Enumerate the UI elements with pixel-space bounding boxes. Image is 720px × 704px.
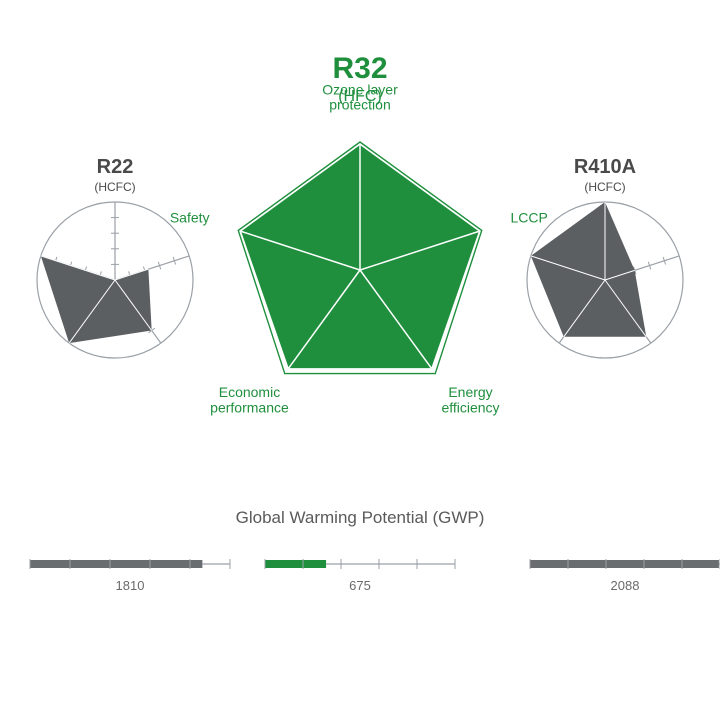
center-axis-label: Ozone layerprotection (322, 81, 398, 112)
gwp-bar-fill (265, 560, 326, 568)
gwp-title: Global Warming Potential (GWP) (236, 508, 485, 528)
gwp-bar-fill (30, 560, 202, 568)
center-axis-label: Energyefficiency (441, 384, 499, 415)
center-axis-label: LCCP (510, 209, 547, 225)
gwp-value-label: 675 (349, 578, 371, 593)
small-radar-fill (531, 202, 646, 337)
stage: R32 (HFC) R22 (HCFC) R410A (HCFC) Ozone … (0, 0, 720, 704)
center-axis-label: Economicperformance (210, 384, 289, 415)
gwp-bar-fill (530, 560, 719, 568)
center-axis-label: Safety (170, 209, 210, 225)
gwp-value-label: 2088 (611, 578, 640, 593)
small-radar-fill (41, 256, 152, 343)
chart-canvas: Ozone layerprotection LCCP Energyefficienc… (0, 0, 720, 704)
gwp-value-label: 1810 (116, 578, 145, 593)
